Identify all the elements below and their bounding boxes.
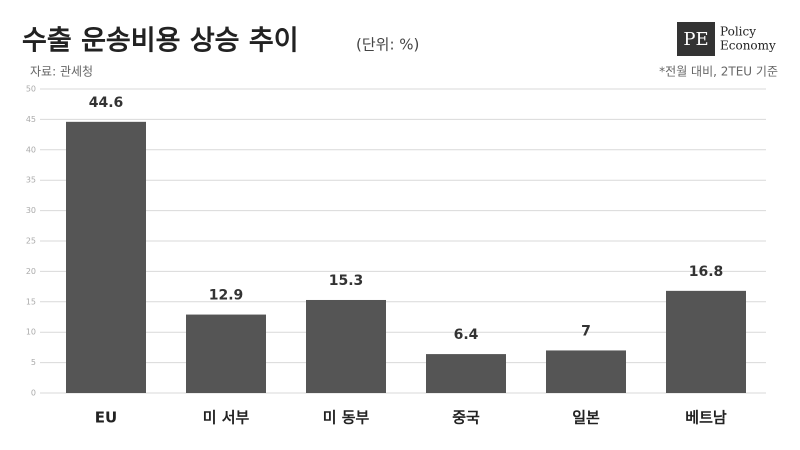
logo-mark: PE bbox=[683, 29, 708, 50]
y-tick-label: 40 bbox=[26, 145, 36, 154]
y-tick-label: 5 bbox=[31, 358, 36, 367]
x-tick-label: 중국 bbox=[452, 409, 480, 427]
logo-text: Economy bbox=[720, 39, 776, 53]
x-tick-label: 일본 bbox=[572, 409, 600, 427]
data-label: 16.8 bbox=[689, 264, 724, 280]
y-tick-label: 20 bbox=[26, 267, 36, 276]
data-label: 7 bbox=[581, 323, 591, 339]
bar bbox=[66, 121, 146, 393]
y-tick-label: 15 bbox=[26, 297, 36, 306]
source: 자료: 관세청 bbox=[30, 65, 93, 79]
x-tick-label: EU bbox=[95, 409, 117, 427]
bar bbox=[666, 290, 746, 393]
data-label: 12.9 bbox=[209, 288, 244, 304]
x-tick-label: 베트남 bbox=[685, 409, 727, 427]
data-label: 44.6 bbox=[89, 95, 124, 111]
bar bbox=[426, 354, 506, 393]
bar bbox=[306, 299, 386, 393]
y-tick-label: 35 bbox=[26, 176, 36, 185]
y-tick-label: 50 bbox=[26, 85, 36, 94]
logo-mark-box bbox=[677, 22, 715, 56]
x-tick-label: 미 동부 bbox=[323, 409, 370, 427]
logo-text: Policy bbox=[720, 25, 756, 39]
bar bbox=[186, 314, 266, 393]
data-label: 15.3 bbox=[329, 273, 364, 289]
bar bbox=[546, 350, 626, 393]
y-tick-label: 45 bbox=[26, 115, 36, 124]
unit-label: (단위: %) bbox=[356, 36, 419, 54]
x-tick-label: 미 서부 bbox=[203, 409, 250, 427]
y-tick-label: 10 bbox=[26, 328, 36, 337]
note: *전월 대비, 2TEU 기준 bbox=[659, 65, 778, 79]
y-tick-label: 30 bbox=[26, 206, 36, 215]
data-label: 6.4 bbox=[454, 327, 479, 343]
y-tick-label: 25 bbox=[26, 237, 36, 246]
chart-title: 수출 운송비용 상승 추이 bbox=[22, 26, 299, 57]
y-tick-label: 0 bbox=[31, 389, 36, 398]
